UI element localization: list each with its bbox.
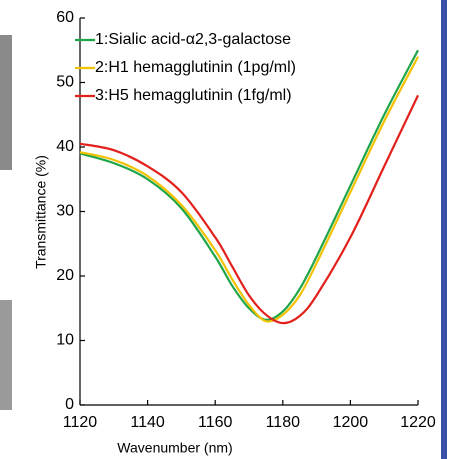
y-axis-label: Transmittance (%) [33, 155, 49, 269]
series-line [79, 94, 419, 325]
series-line [79, 56, 419, 323]
x-tick-label: 1220 [400, 414, 436, 431]
y-tick-label: 40 [56, 138, 74, 155]
x-tick-label: 1180 [266, 414, 301, 431]
y-tick-label: 10 [56, 332, 74, 349]
x-axis-label: Wavenumber (nm) [117, 440, 232, 456]
y-tick-label: 60 [56, 9, 74, 26]
side-bar [441, 0, 447, 459]
x-tick-label: 1160 [198, 414, 233, 431]
x-tick-label: 1140 [130, 414, 165, 431]
legend-label: 1:Sialic acid-α2,3-galactose [95, 31, 291, 48]
y-tick-label: 0 [65, 396, 74, 413]
x-tick-label: 1120 [63, 414, 98, 431]
y-tick-label: 50 [56, 74, 74, 91]
cropped-image [0, 35, 12, 170]
y-tick-label: 30 [56, 203, 74, 220]
cropped-image [0, 300, 12, 410]
y-tick-label: 20 [56, 267, 74, 284]
x-tick-label: 1200 [333, 414, 369, 431]
legend-label: 3:H5 hemagglutinin (1fg/ml) [95, 87, 292, 104]
legend-label: 2:H1 hemagglutinin (1pg/ml) [95, 59, 296, 76]
